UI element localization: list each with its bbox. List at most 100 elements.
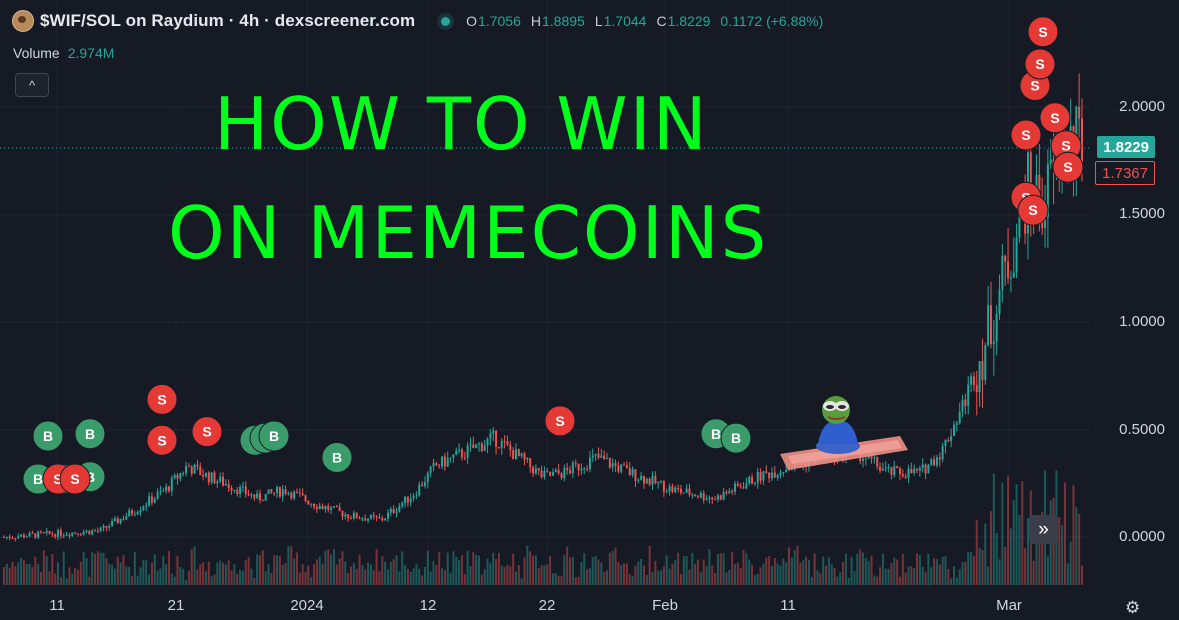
candle-body [597, 453, 600, 458]
volume-bar [463, 574, 466, 585]
candle-body [193, 464, 196, 474]
candle-body [122, 518, 125, 520]
candle-body [662, 481, 665, 492]
candle-body [671, 486, 674, 492]
volume-bar [409, 571, 412, 585]
volume-bar [813, 553, 816, 585]
candle-body [45, 531, 48, 533]
candle-body [694, 494, 697, 497]
candle-body [429, 466, 432, 473]
candle-body [250, 494, 253, 496]
volume-bar [694, 563, 697, 585]
candle-body [642, 475, 645, 484]
volume-bar [972, 556, 975, 585]
volume-bar [714, 573, 717, 585]
volume-bar [807, 559, 810, 585]
candle-body [412, 496, 415, 499]
candle-body [540, 470, 543, 478]
volume-bar [640, 558, 643, 585]
volume-bar [94, 553, 97, 585]
candle-body [415, 495, 418, 497]
meditating-frog-sticker [780, 396, 908, 470]
candle-body [409, 498, 412, 503]
volume-bar [588, 568, 591, 585]
volume-bar [352, 563, 355, 585]
volume-bar [378, 571, 381, 585]
candle-body [301, 493, 304, 496]
candle-body [591, 455, 594, 458]
sell-marker [1039, 102, 1071, 134]
candle-body [861, 458, 864, 461]
candle-body [916, 469, 919, 471]
candle-body [153, 498, 156, 503]
volume-bar [287, 546, 290, 585]
candle-body [645, 478, 648, 484]
volume-bar [478, 555, 481, 585]
candle-body [697, 496, 700, 498]
candle-body [65, 534, 68, 536]
volume-bar [540, 565, 543, 585]
candle-body [307, 500, 310, 505]
candle-body [978, 361, 981, 393]
candle-body [708, 497, 711, 500]
volume-bar [699, 572, 702, 585]
candle-body [631, 469, 634, 476]
volume-bar [537, 568, 540, 585]
candle-body [210, 472, 213, 483]
collapse-legend-button[interactable]: ^ [15, 73, 49, 97]
volume-bar [219, 560, 222, 585]
volume-bar [1066, 563, 1069, 585]
candle-body [386, 512, 389, 519]
candle-body [37, 531, 40, 538]
volume-bar [364, 569, 367, 585]
x-tick: Mar [996, 597, 1022, 614]
volume-bar [989, 511, 992, 585]
volume-bar [313, 564, 316, 585]
volume-bar [822, 556, 825, 585]
candle-body [1046, 163, 1049, 218]
volume-bar [603, 572, 606, 585]
volume-bar [770, 565, 773, 585]
candle-body [677, 487, 680, 489]
candle-body [392, 509, 395, 513]
candle-body [517, 449, 520, 457]
x-tick: 2024 [290, 597, 324, 614]
candle-body [435, 463, 438, 466]
candle-body [953, 424, 956, 437]
volume-bar [148, 574, 151, 585]
volume-bar [1069, 541, 1072, 585]
volume-bar [367, 562, 370, 585]
volume-bar [48, 571, 51, 585]
candle-body [901, 474, 904, 477]
volume-bar [728, 570, 731, 585]
volume-bar [37, 564, 40, 585]
volume-bar [782, 558, 785, 585]
candle-body [239, 486, 242, 494]
volume-bar [432, 561, 435, 585]
scroll-to-latest-button[interactable]: » [1029, 515, 1058, 544]
volume-label: Volume [13, 45, 60, 61]
candle-body [335, 506, 338, 508]
volume-bar [412, 568, 415, 585]
volume-bar [472, 552, 475, 585]
volume-bar [859, 549, 862, 585]
marker-label: S [1028, 202, 1037, 218]
volume-bar [258, 555, 261, 585]
gear-icon[interactable]: ⚙ [1125, 598, 1141, 617]
volume-bar [773, 557, 776, 585]
volume-bar [674, 559, 677, 585]
marker-label: B [85, 426, 95, 442]
volume-bar [876, 576, 879, 585]
candle-body [20, 534, 23, 537]
candle-body [278, 487, 281, 497]
volume-bar [935, 559, 938, 585]
volume-bar [762, 563, 765, 585]
candle-body [384, 518, 387, 521]
candle-body [921, 464, 924, 468]
candle-body [332, 506, 335, 508]
candle-body [327, 506, 330, 510]
volume-bar [608, 552, 611, 585]
candle-body [34, 533, 37, 538]
volume-bar [267, 564, 270, 585]
